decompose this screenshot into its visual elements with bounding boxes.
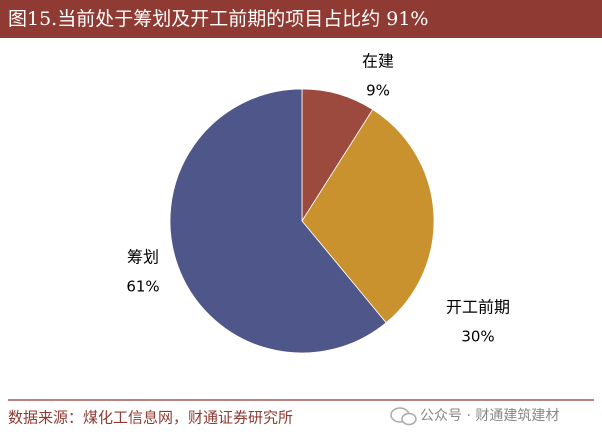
source-note: 数据来源：煤化工信息网，财通证券研究所	[8, 409, 293, 427]
pie-slice	[169, 88, 387, 354]
watermark-icon	[390, 407, 417, 426]
value-label: 30%	[461, 328, 494, 346]
slice-label: 筹划	[127, 248, 159, 267]
slice-label: 开工前期	[446, 298, 510, 317]
value-label: 9%	[366, 82, 390, 100]
pie-slice	[301, 108, 435, 324]
title-bar	[0, 0, 602, 38]
watermark: 公众号 · 财通建筑建材	[420, 408, 559, 424]
slice-label: 在建	[362, 52, 394, 71]
value-label: 61%	[126, 278, 159, 296]
chart-title: 图15.当前处于筹划及开工前期的项目占比约 91%	[8, 8, 429, 30]
